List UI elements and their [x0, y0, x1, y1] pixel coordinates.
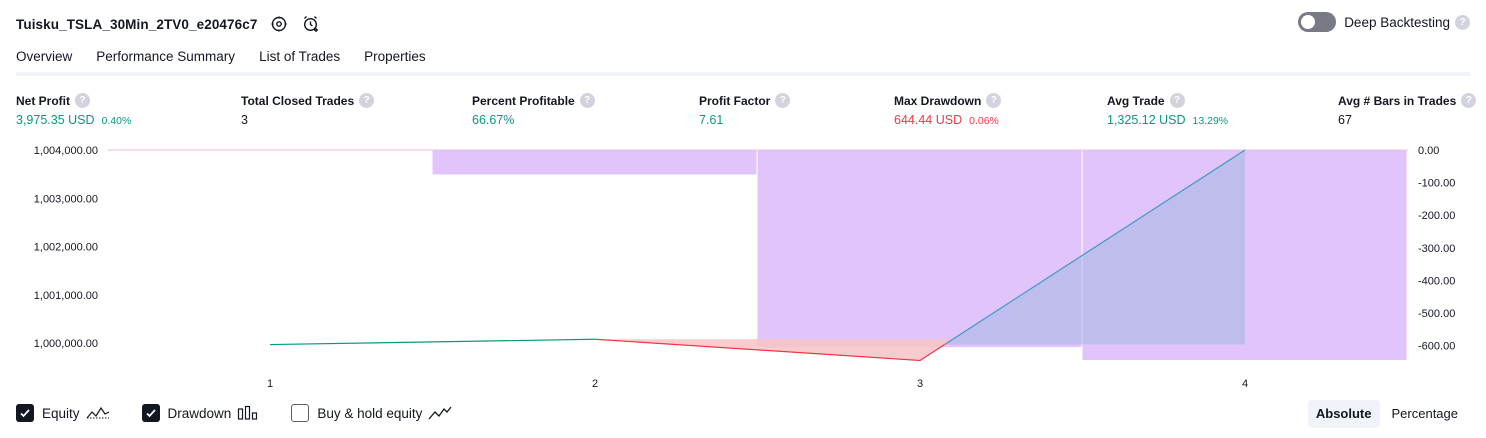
- chart-mode-switch: Absolute Percentage: [1304, 400, 1466, 428]
- info-icon[interactable]: ?: [775, 93, 790, 108]
- metric-net-profit: Net Profit? 3,975.35 USD 0.40%: [16, 93, 131, 127]
- buy-hold-checkbox[interactable]: [291, 404, 309, 422]
- info-icon[interactable]: ?: [580, 93, 595, 108]
- deep-backtesting-toggle[interactable]: [1298, 12, 1336, 32]
- metric-avg-bars-in-trades: Avg # Bars in Trades? 67: [1338, 93, 1476, 127]
- metric-value: 3: [241, 113, 248, 127]
- left-axis-tick-label: 1,004,000.00: [34, 145, 98, 157]
- right-axis-tick-label: 0.00: [1418, 145, 1439, 157]
- right-axis-tick-label: -600.00: [1418, 341, 1455, 353]
- mode-percentage[interactable]: Percentage: [1384, 400, 1467, 428]
- right-axis-tick-label: -500.00: [1418, 308, 1455, 320]
- legend-label: Equity: [42, 406, 80, 421]
- metric-label: Profit Factor: [699, 94, 770, 108]
- metric-total-closed-trades: Total Closed Trades? 3: [241, 93, 374, 127]
- add-alert-icon[interactable]: [301, 14, 321, 34]
- report-header: Tuisku_TSLA_30Min_2TV0_e20476c7: [16, 10, 321, 38]
- metric-percent: 13.29%: [1193, 115, 1229, 127]
- left-axis-tick-label: 1,002,000.00: [34, 242, 98, 254]
- metric-value: 7.61: [699, 113, 723, 127]
- drawdown-bars-icon: [237, 405, 259, 421]
- strategy-name: Tuisku_TSLA_30Min_2TV0_e20476c7: [16, 17, 257, 32]
- x-axis-tick-label: 3: [917, 378, 923, 390]
- legend-label: Drawdown: [168, 406, 232, 421]
- deep-backtesting: Deep Backtesting ?: [1298, 12, 1470, 32]
- legend-buy-hold-equity[interactable]: Buy & hold equity: [291, 404, 452, 422]
- metric-label: Avg # Bars in Trades: [1338, 94, 1456, 108]
- metric-label: Avg Trade: [1107, 94, 1165, 108]
- metric-label: Percent Profitable: [472, 94, 575, 108]
- left-axis-tick-label: 1,001,000.00: [34, 290, 98, 302]
- mode-absolute[interactable]: Absolute: [1308, 400, 1380, 428]
- info-icon[interactable]: ?: [1170, 93, 1185, 108]
- right-axis-tick-label: -100.00: [1418, 178, 1455, 190]
- equity-checkbox[interactable]: [16, 404, 34, 422]
- x-axis-tick-label: 4: [1242, 378, 1248, 390]
- deep-backtesting-label: Deep Backtesting: [1344, 15, 1450, 30]
- metric-value: 67: [1338, 113, 1352, 127]
- chart-legend: Equity Drawdown Buy & hold equity: [16, 404, 484, 422]
- left-axis-tick-label: 1,000,000.00: [34, 338, 98, 350]
- metric-percent: 0.40%: [102, 115, 132, 127]
- legend-label: Buy & hold equity: [317, 406, 422, 421]
- right-axis-tick-label: -200.00: [1418, 210, 1455, 222]
- right-axis-tick-label: -300.00: [1418, 243, 1455, 255]
- info-icon[interactable]: ?: [986, 93, 1001, 108]
- equity-drawdown-chart[interactable]: 1,004,000.00 1,003,000.00 1,002,000.00 1,00…: [0, 136, 1486, 398]
- buy-hold-line-icon: [428, 405, 452, 421]
- metric-value: 644.44 USD: [894, 113, 962, 127]
- legend-drawdown[interactable]: Drawdown: [142, 404, 260, 422]
- drawdown-checkbox[interactable]: [142, 404, 160, 422]
- metric-label: Net Profit: [16, 94, 70, 108]
- metric-percent: 0.06%: [969, 115, 999, 127]
- equity-line-icon: [86, 405, 110, 421]
- metric-label: Max Drawdown: [894, 94, 981, 108]
- left-axis-tick-label: 1,003,000.00: [34, 193, 98, 205]
- info-icon[interactable]: ?: [1461, 93, 1476, 108]
- right-axis-tick-label: -400.00: [1418, 275, 1455, 287]
- metric-value: 1,325.12 USD: [1107, 113, 1186, 127]
- metric-percent-profitable: Percent Profitable? 66.67%: [472, 93, 595, 127]
- legend-equity[interactable]: Equity: [16, 404, 110, 422]
- metric-value: 66.67%: [472, 113, 514, 127]
- metric-avg-trade: Avg Trade? 1,325.12 USD 13.29%: [1107, 93, 1228, 127]
- info-icon[interactable]: ?: [359, 93, 374, 108]
- x-axis-tick-label: 2: [592, 378, 598, 390]
- help-icon[interactable]: ?: [1455, 15, 1470, 30]
- drawdown-bar: [433, 150, 757, 174]
- metric-value: 3,975.35 USD: [16, 113, 95, 127]
- metric-max-drawdown: Max Drawdown? 644.44 USD 0.06%: [894, 93, 1001, 127]
- settings-icon[interactable]: [269, 14, 289, 34]
- metric-profit-factor: Profit Factor? 7.61: [699, 93, 790, 127]
- info-icon[interactable]: ?: [75, 93, 90, 108]
- equity-line-segment: [270, 339, 595, 344]
- x-axis-tick-label: 1: [267, 378, 273, 390]
- metric-label: Total Closed Trades: [241, 94, 354, 108]
- tabs-divider: [16, 72, 1470, 76]
